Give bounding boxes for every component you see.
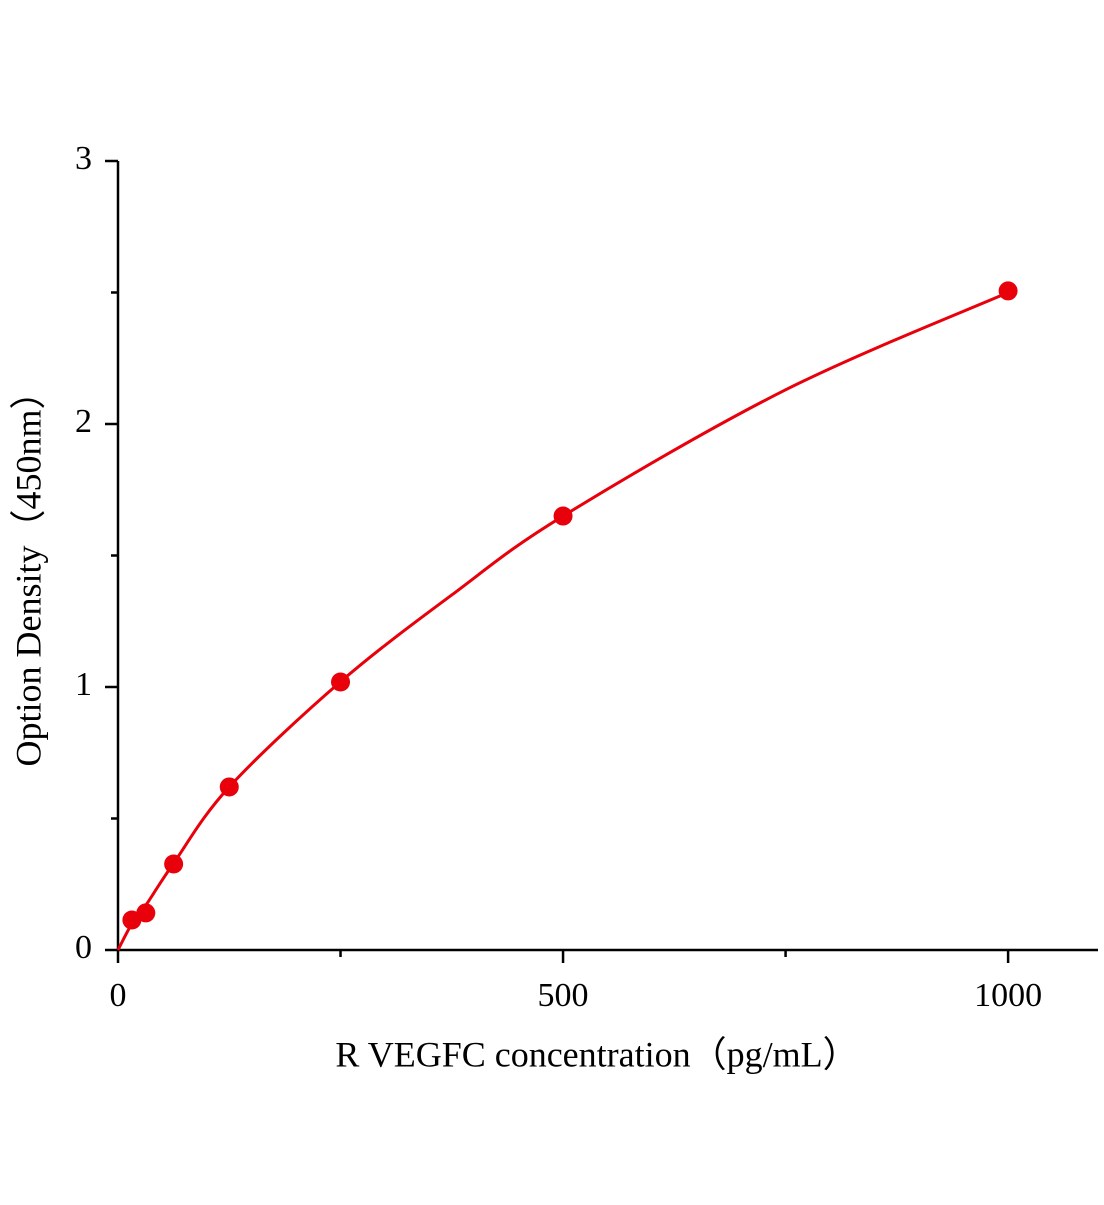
y-tick-label: 3 [75, 140, 92, 177]
data-point [553, 506, 573, 526]
y-axis-label: Option Density（450nm） [8, 374, 48, 767]
x-tick-label: 500 [538, 977, 589, 1014]
fit-curve [116, 291, 1009, 951]
x-axis-label: R VEGFC concentration（pg/mL） [335, 1034, 858, 1074]
y-tick-label: 2 [75, 403, 92, 440]
data-point [331, 672, 351, 692]
data-point [998, 281, 1018, 301]
y-tick-label: 0 [75, 929, 92, 966]
data-point [164, 854, 184, 874]
x-tick-label: 1000 [974, 977, 1042, 1014]
data-point [219, 777, 239, 797]
x-tick-label: 0 [110, 977, 127, 1014]
data-point [136, 903, 156, 923]
y-tick-label: 1 [75, 666, 92, 703]
